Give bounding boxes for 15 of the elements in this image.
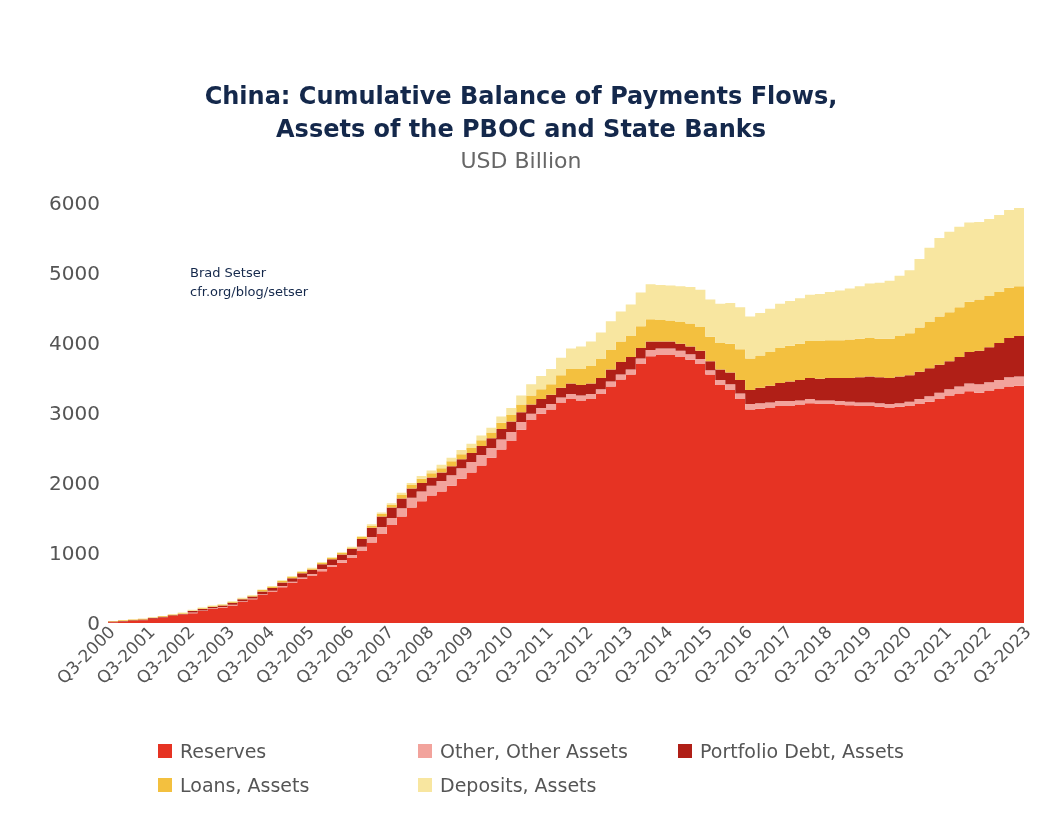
chart-title: China: Cumulative Balance of Payments Flows, Assets of the PBOC and State Banks xyxy=(203,81,839,145)
y-tick-label: 2000 xyxy=(49,471,100,496)
legend-label: Portfolio Debt, Assets xyxy=(700,740,904,762)
y-tick-label: 4000 xyxy=(49,331,100,356)
y-tick-label: 1000 xyxy=(49,541,100,566)
y-tick-label: 6000 xyxy=(49,191,100,216)
legend-label: Other, Other Assets xyxy=(440,740,628,762)
y-tick-label: 5000 xyxy=(49,261,100,286)
legend-label: Loans, Assets xyxy=(180,774,310,796)
chart-subtitle: USD Billion xyxy=(459,148,583,173)
annotation: cfr.org/blog/setser xyxy=(190,283,309,301)
legend-label: Reserves xyxy=(180,740,267,762)
y-tick-label: 3000 xyxy=(49,401,100,426)
annotation: Brad Setser xyxy=(190,264,268,282)
legend-label: Deposits, Assets xyxy=(440,774,597,796)
